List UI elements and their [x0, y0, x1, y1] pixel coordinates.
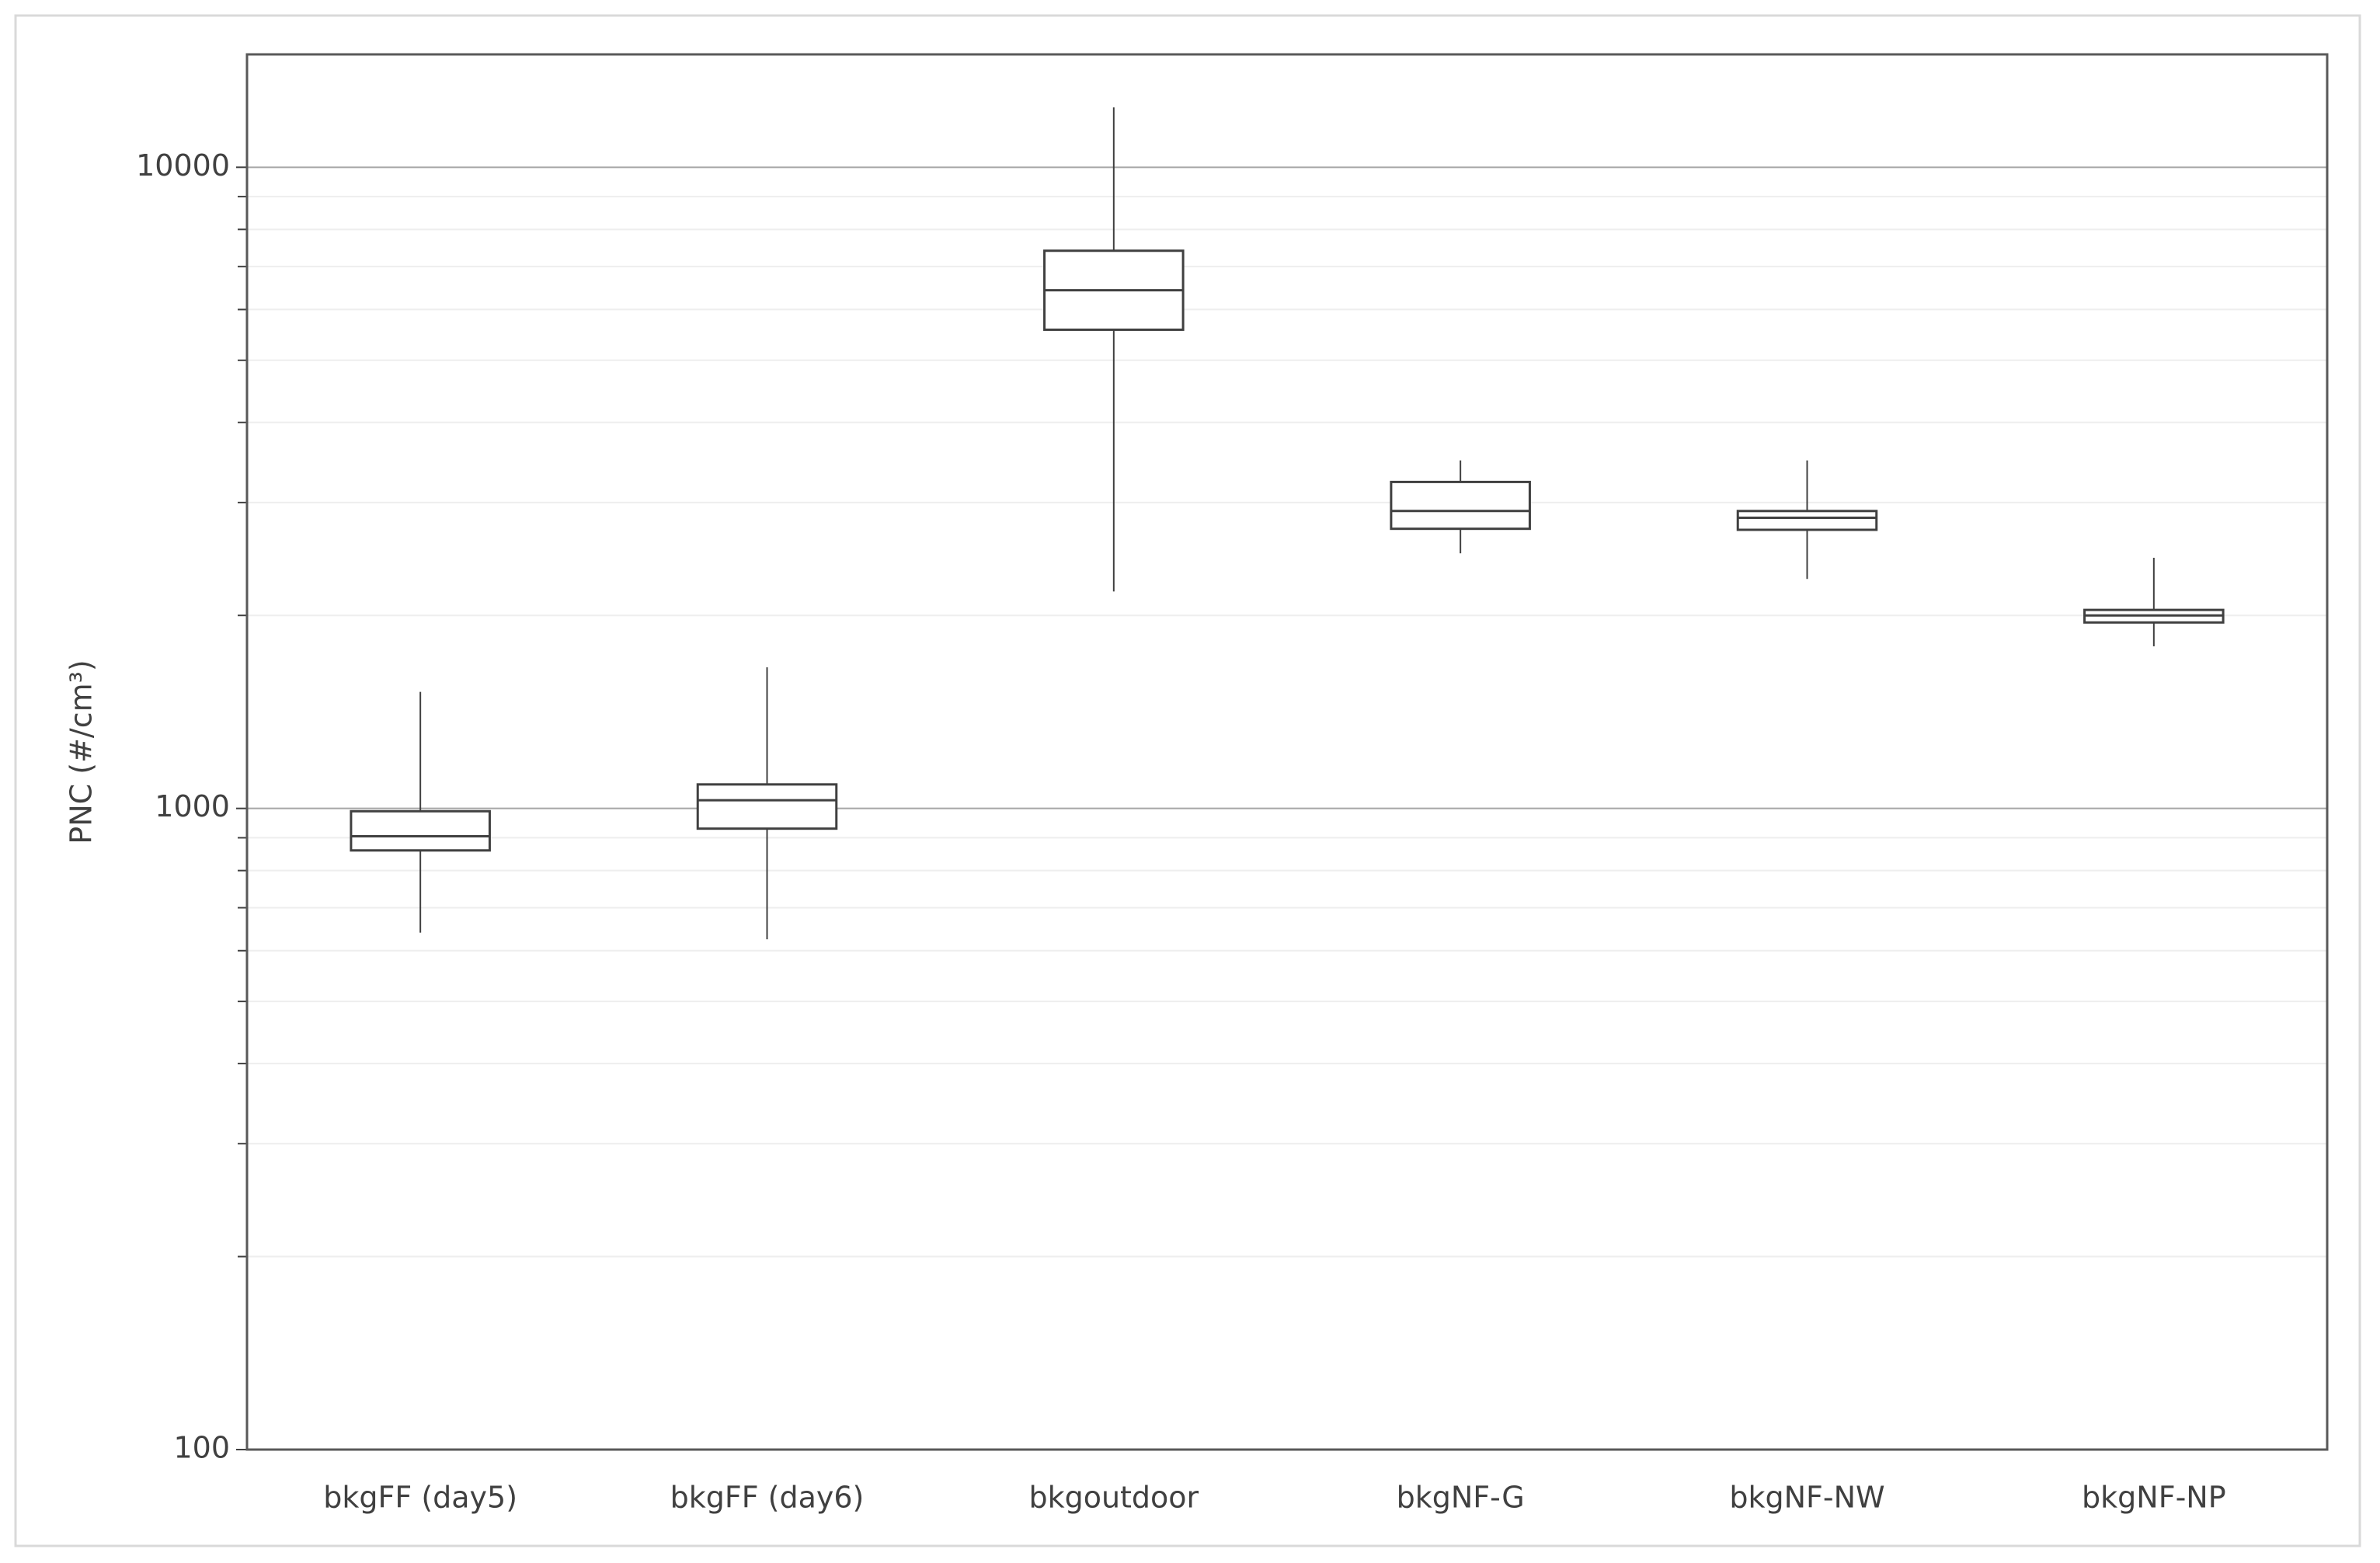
x-tick-label: bkgFF (day6) — [670, 1481, 865, 1515]
y-tick-label: 1000 — [155, 789, 230, 823]
y-tick-label: 10000 — [136, 148, 230, 183]
box — [696, 783, 838, 830]
y-tick-label: 100 — [173, 1431, 230, 1465]
y-axis-label: PNC (#/cm³) — [64, 660, 99, 844]
box — [350, 809, 491, 852]
x-tick-label: bkgoutdoor — [1028, 1481, 1199, 1515]
x-tick-label: bkgNF-G — [1397, 1481, 1525, 1515]
box — [1390, 480, 1531, 531]
box — [1736, 510, 1878, 531]
chart-border — [14, 14, 2361, 1547]
plot-frame — [245, 53, 2329, 1451]
x-tick-label: bkgFF (day5) — [323, 1481, 517, 1515]
x-tick-label: bkgNF-NP — [2082, 1481, 2226, 1515]
x-tick-label: bkgNF-NW — [1729, 1481, 1884, 1515]
